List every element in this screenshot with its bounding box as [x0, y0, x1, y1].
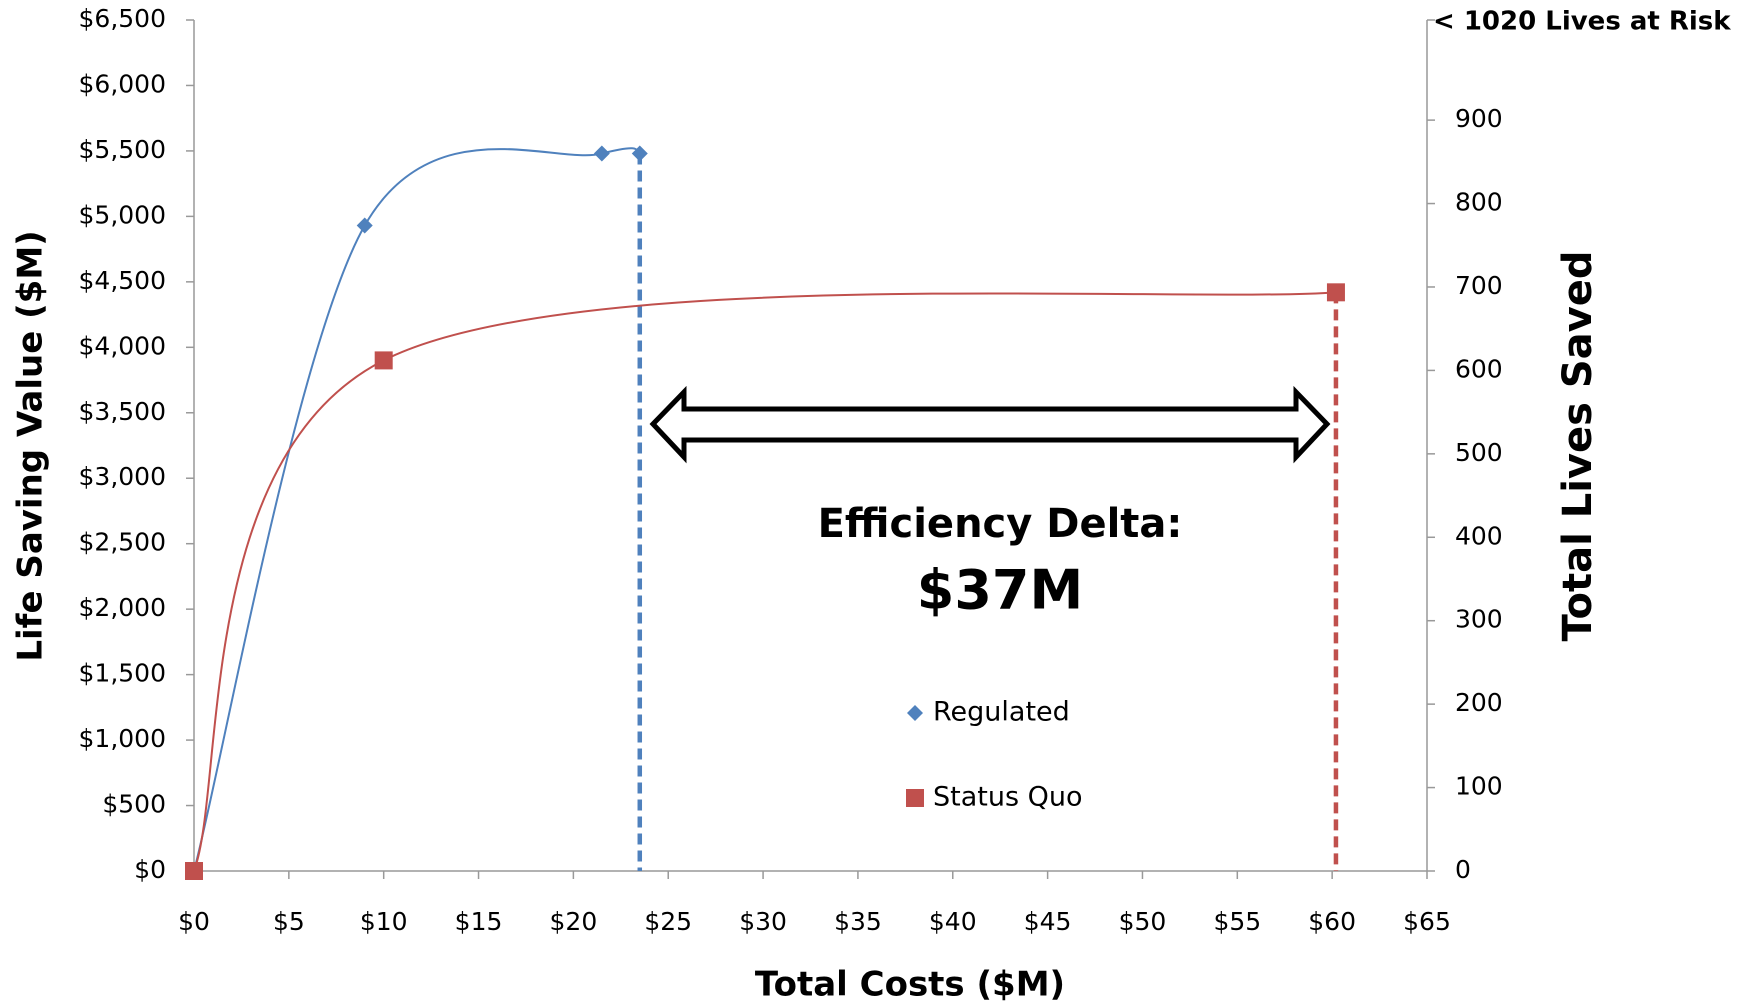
x-tick-label: $30	[739, 907, 787, 936]
y2-axis-title: Total Lives Saved	[1555, 251, 1601, 642]
x-tick-label: $45	[1024, 907, 1072, 936]
x-tick-label: $25	[644, 907, 692, 936]
y-tick-label: $5,000	[79, 200, 166, 229]
y-tick-label: $3,000	[79, 462, 166, 491]
y-tick-label: $5,500	[79, 135, 166, 164]
y-tick-label: $4,500	[79, 266, 166, 295]
series-line	[193, 291, 1337, 872]
y2-tick-label: 500	[1455, 438, 1503, 467]
y-axis-title: Life Saving Value ($M)	[11, 230, 51, 661]
y-tick-label: $6,000	[79, 69, 166, 98]
y2-tick-label: 300	[1455, 605, 1503, 634]
x-tick-label: $55	[1213, 907, 1261, 936]
data-point	[374, 351, 393, 370]
y2-tick-label: 100	[1455, 772, 1503, 801]
data-point	[185, 862, 203, 880]
y-tick-label: $0	[134, 855, 166, 884]
y-tick-label: $500	[102, 790, 166, 819]
y-tick-label: $1,000	[79, 724, 166, 753]
x-tick-label: $20	[550, 907, 598, 936]
y-tick-label: $6,500	[79, 4, 166, 33]
y2-tick-label: 600	[1455, 354, 1503, 383]
y2-tick-label: 0	[1455, 855, 1471, 884]
y2-tick-label: 400	[1455, 521, 1503, 550]
x-tick-label: $15	[455, 907, 503, 936]
x-tick-label: $65	[1403, 907, 1451, 936]
y2-tick-label: 800	[1455, 188, 1503, 217]
annotation: Efficiency Delta:	[818, 501, 1183, 547]
data-point	[356, 217, 373, 234]
x-tick-label: $40	[929, 907, 977, 936]
legend-swatch	[907, 705, 923, 721]
y2-tick-label: 700	[1455, 271, 1503, 300]
double-arrow	[649, 385, 1331, 464]
series-line	[193, 147, 641, 872]
y-tick-label: $3,500	[79, 397, 166, 426]
y2-top-label: < 1020 Lives at Risk	[1433, 7, 1731, 37]
x-tick-label: $35	[834, 907, 882, 936]
data-point	[1326, 283, 1345, 302]
x-tick-label: $5	[273, 907, 305, 936]
legend-swatch	[906, 789, 924, 807]
legend-label: Regulated	[933, 697, 1070, 728]
x-tick-label: $50	[1119, 907, 1167, 936]
y-tick-label: $4,000	[79, 331, 166, 360]
x-axis-title: Total Costs ($M)	[755, 965, 1065, 1005]
y2-tick-label: 900	[1455, 104, 1503, 133]
y-tick-label: $2,500	[79, 528, 166, 557]
x-tick-label: $60	[1308, 907, 1356, 936]
data-point	[631, 145, 648, 162]
annotation: $37M	[917, 559, 1083, 622]
y2-tick-label: 200	[1455, 688, 1503, 717]
y-tick-label: $2,000	[79, 593, 166, 622]
y-tick-label: $1,500	[79, 659, 166, 688]
x-tick-label: $0	[178, 907, 210, 936]
x-tick-label: $10	[360, 907, 408, 936]
data-point	[593, 145, 610, 162]
legend-label: Status Quo	[933, 782, 1083, 813]
